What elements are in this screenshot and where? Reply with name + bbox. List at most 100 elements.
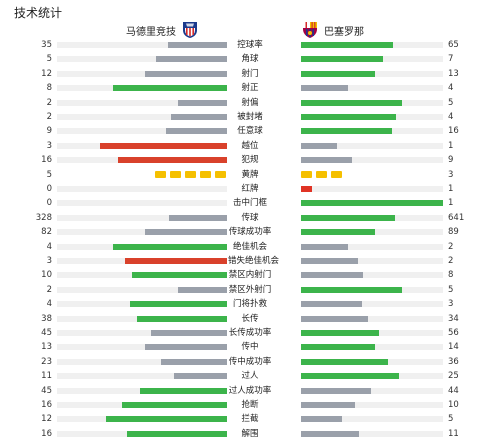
home-stat-bar-track [57,99,227,106]
home-stat-bar [130,301,227,308]
home-stat-value: 35 [41,40,52,50]
stat-label: 射正 [241,83,259,94]
home-stat-bar-track [57,70,227,77]
away-stat-bar [301,402,355,408]
away-stat-value: 5 [448,97,454,108]
stat-label: 解围 [241,428,259,439]
away-team-name: 巴塞罗那 [324,26,364,38]
stat-label: 射偏 [241,97,259,108]
away-stat-value: 1 [448,140,454,151]
home-stat-bar [167,42,227,48]
away-stat-bar-track [301,315,443,322]
away-stat-value: 13 [448,68,459,79]
away-stat-value: 9 [448,155,454,166]
stat-label: 红牌 [241,184,259,194]
stat-label: 门将扑救 [232,299,267,310]
home-stat-bar-track [57,258,227,264]
away-stat-bar [301,99,402,106]
away-stat-bar-track [301,186,443,192]
away-stat-bar-track [301,330,443,336]
home-stat-bar [150,330,227,336]
home-stat-bar-track [57,229,227,236]
home-stat-bar [131,272,227,279]
away-stat-bar [301,301,363,308]
stat-label: 过人成功率 [228,385,272,396]
away-stat-value: 14 [448,342,459,353]
stat-label: 角球 [241,54,259,65]
home-stat-value: 4 [46,299,52,310]
barcelona-crest-icon [303,22,317,38]
home-stat-bar-track [57,330,227,336]
away-stat-value: 11 [448,428,459,439]
away-stat-bar-track [301,142,443,149]
away-stat-value: 16 [448,126,459,137]
stat-label: 禁区内射门 [228,270,272,281]
stat-row: 45 过人成功率 44 [0,384,500,398]
home-stat-bar [165,128,227,135]
away-stat-value: 2 [448,241,454,252]
stat-label: 拦截 [241,414,259,425]
away-stat-bar-track [301,243,443,250]
yellow-card-icon [155,171,166,179]
stat-label: 错失绝佳机会 [228,256,280,266]
home-stat-bar-track [57,157,227,164]
stat-row: 3 越位 1 [0,139,500,153]
home-stat-bar-track [57,214,227,221]
away-stat-bar-track [301,301,443,308]
home-stat-bar [136,315,227,322]
stat-row: 12 射门 13 [0,67,500,81]
away-stat-bar [301,70,375,77]
stat-label: 犯规 [241,155,259,166]
home-stat-bar-track [57,416,227,423]
home-stat-bar-track [57,272,227,279]
stat-label: 黄牌 [241,169,259,180]
stat-row: 2 被封堵 4 [0,110,500,124]
home-stat-bar-track [57,358,227,365]
home-stat-bar-track [57,430,227,437]
away-stat-bar-track [301,430,443,437]
home-stat-value: 2 [46,284,52,295]
away-stat-bar [301,157,353,164]
away-stat-bar [301,186,313,192]
stat-row: 38 长传 34 [0,312,500,326]
away-stat-bar [301,387,371,394]
away-stat-value: 8 [448,270,454,281]
stat-row: 328 传球 641 [0,211,500,225]
home-stat-value: 12 [41,414,52,425]
home-team-header: 马德里竞技 [126,21,198,39]
home-stat-value: 0 [46,184,52,194]
home-stat-value: 9 [46,126,52,137]
away-stat-bar [301,142,337,149]
stat-row: 82 传球成功率 89 [0,225,500,239]
stat-row: 16 解围 11 [0,427,500,441]
away-stat-bar-track [301,200,443,207]
home-stat-value: 3 [46,256,52,266]
stat-label: 控球率 [237,40,263,50]
stat-row: 2 射偏 5 [0,96,500,110]
home-stat-bar-track [57,128,227,135]
home-stat-bar [113,85,227,92]
home-stat-bar [140,387,227,394]
stat-row: 9 任意球 16 [0,124,500,138]
stat-label: 长传成功率 [228,328,272,338]
home-stat-value: 5 [46,169,52,180]
away-stat-bar [301,286,402,293]
away-stat-bar [301,85,348,92]
home-stat-bar-track [57,56,227,63]
away-stat-bar-track [301,70,443,77]
home-stat-value: 11 [41,371,52,382]
stat-label: 禁区外射门 [228,284,272,295]
away-stat-bar-track [301,373,443,380]
away-stat-value: 34 [448,313,459,324]
home-stat-value: 82 [41,227,52,238]
home-stat-value: 5 [46,54,52,65]
away-stat-value: 56 [448,328,459,338]
away-stat-bar [301,373,399,380]
home-stat-value: 8 [46,83,52,94]
home-stat-value: 3 [46,140,52,151]
home-stat-value: 13 [41,342,52,353]
away-stat-bar [301,114,397,120]
home-stat-bar [177,99,227,106]
stat-label: 传球成功率 [228,227,272,238]
stat-row: 35 控球率 65 [0,38,500,52]
